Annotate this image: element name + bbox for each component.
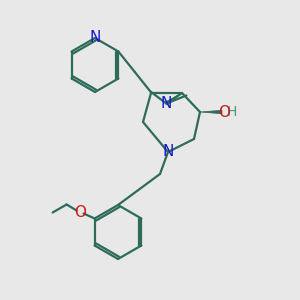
- Text: H: H: [227, 105, 237, 119]
- Text: O: O: [75, 205, 87, 220]
- Text: N: N: [89, 31, 101, 46]
- Polygon shape: [165, 93, 182, 105]
- Polygon shape: [200, 110, 222, 114]
- Text: O: O: [218, 105, 230, 120]
- Text: N: N: [162, 145, 174, 160]
- Text: N: N: [161, 96, 172, 111]
